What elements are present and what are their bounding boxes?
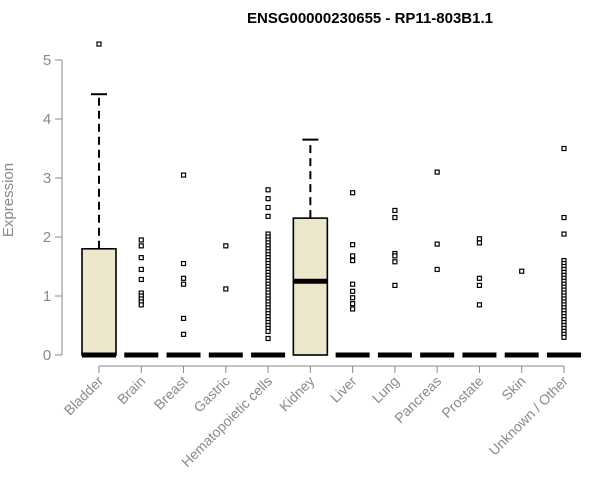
outlier-point xyxy=(223,243,229,249)
y-axis-label: Expression xyxy=(0,163,17,237)
box-4 xyxy=(208,243,243,358)
x-tick-label: Lung xyxy=(369,373,402,406)
box-1 xyxy=(81,41,117,358)
boxes xyxy=(81,41,581,358)
outlier-point xyxy=(265,196,271,202)
y-axis: 0 1 2 3 4 5 xyxy=(43,52,63,364)
outlier-point xyxy=(476,240,483,246)
outlier-point xyxy=(180,315,187,322)
box-rect xyxy=(292,217,329,356)
outlier-point xyxy=(138,266,144,273)
outlier-point xyxy=(265,187,271,193)
outlier-point xyxy=(265,213,271,219)
outlier-point xyxy=(350,281,356,287)
outlier-point xyxy=(350,288,356,294)
outlier-point xyxy=(434,169,440,175)
box-10 xyxy=(462,236,497,358)
outlier-point xyxy=(180,331,187,337)
y-tick-label: 2 xyxy=(43,229,51,246)
outlier-point xyxy=(392,259,398,265)
outlier-point xyxy=(350,190,356,196)
box-rect xyxy=(81,248,117,356)
box-3 xyxy=(166,172,201,358)
outlier-point xyxy=(561,334,567,340)
x-tick-label: Kidney xyxy=(276,373,318,415)
outlier-point xyxy=(350,306,356,312)
outlier-point xyxy=(392,207,398,214)
outlier-point xyxy=(561,145,567,152)
outlier-point xyxy=(392,253,398,259)
outlier-point xyxy=(180,260,187,267)
x-tick-label: Breast xyxy=(151,373,191,413)
outlier-point xyxy=(476,236,483,242)
outlier-point xyxy=(392,282,398,288)
outlier-point xyxy=(96,41,102,47)
x-tick-label: Pancreas xyxy=(391,373,444,426)
outlier-point xyxy=(138,276,144,283)
outlier-point xyxy=(138,243,144,249)
outlier-point xyxy=(265,328,271,334)
outlier-point xyxy=(138,237,144,243)
box-2 xyxy=(124,237,159,358)
outlier-point xyxy=(561,214,567,221)
y-tick-label: 4 xyxy=(43,111,51,128)
outlier-point xyxy=(519,268,525,274)
box-5 xyxy=(251,187,286,358)
outlier-point xyxy=(180,275,187,281)
outlier-point xyxy=(350,242,356,248)
outlier-point xyxy=(434,241,440,247)
x-tick-label: Skin xyxy=(498,373,529,404)
outlier-point xyxy=(392,214,398,221)
outlier-point xyxy=(476,282,483,288)
outlier-point xyxy=(265,204,271,211)
outlier-point xyxy=(223,286,229,292)
y-tick-label: 1 xyxy=(43,288,51,305)
outlier-point xyxy=(476,302,483,308)
box-11 xyxy=(504,268,539,358)
y-tick-label: 3 xyxy=(43,170,51,187)
x-tick-label: Bladder xyxy=(61,373,107,419)
chart-title: ENSG00000230655 - RP11-803B1.1 xyxy=(247,10,493,27)
outlier-point xyxy=(138,255,144,261)
box-9 xyxy=(420,169,455,358)
y-tick-label: 5 xyxy=(43,52,51,69)
x-tick-label: Brain xyxy=(114,373,148,407)
outlier-point xyxy=(350,295,356,301)
box-6 xyxy=(292,138,329,356)
x-tick-label: Liver xyxy=(327,373,360,406)
box-12 xyxy=(546,145,581,358)
y-tick-label: 0 xyxy=(43,347,51,364)
outlier-point xyxy=(138,302,144,308)
x-tick-label: Unknown / Other xyxy=(485,373,571,459)
outlier-point xyxy=(180,281,187,287)
outlier-point xyxy=(180,172,187,178)
outlier-point xyxy=(476,275,483,281)
outlier-point xyxy=(434,266,440,273)
outlier-point xyxy=(265,335,271,342)
outlier-point xyxy=(350,253,356,259)
outlier-point xyxy=(561,231,567,237)
box-7 xyxy=(335,190,370,358)
box-8 xyxy=(377,207,412,358)
outlier-point xyxy=(350,301,356,307)
outlier-point xyxy=(350,258,356,264)
x-tick-label: Prostate xyxy=(438,373,486,421)
